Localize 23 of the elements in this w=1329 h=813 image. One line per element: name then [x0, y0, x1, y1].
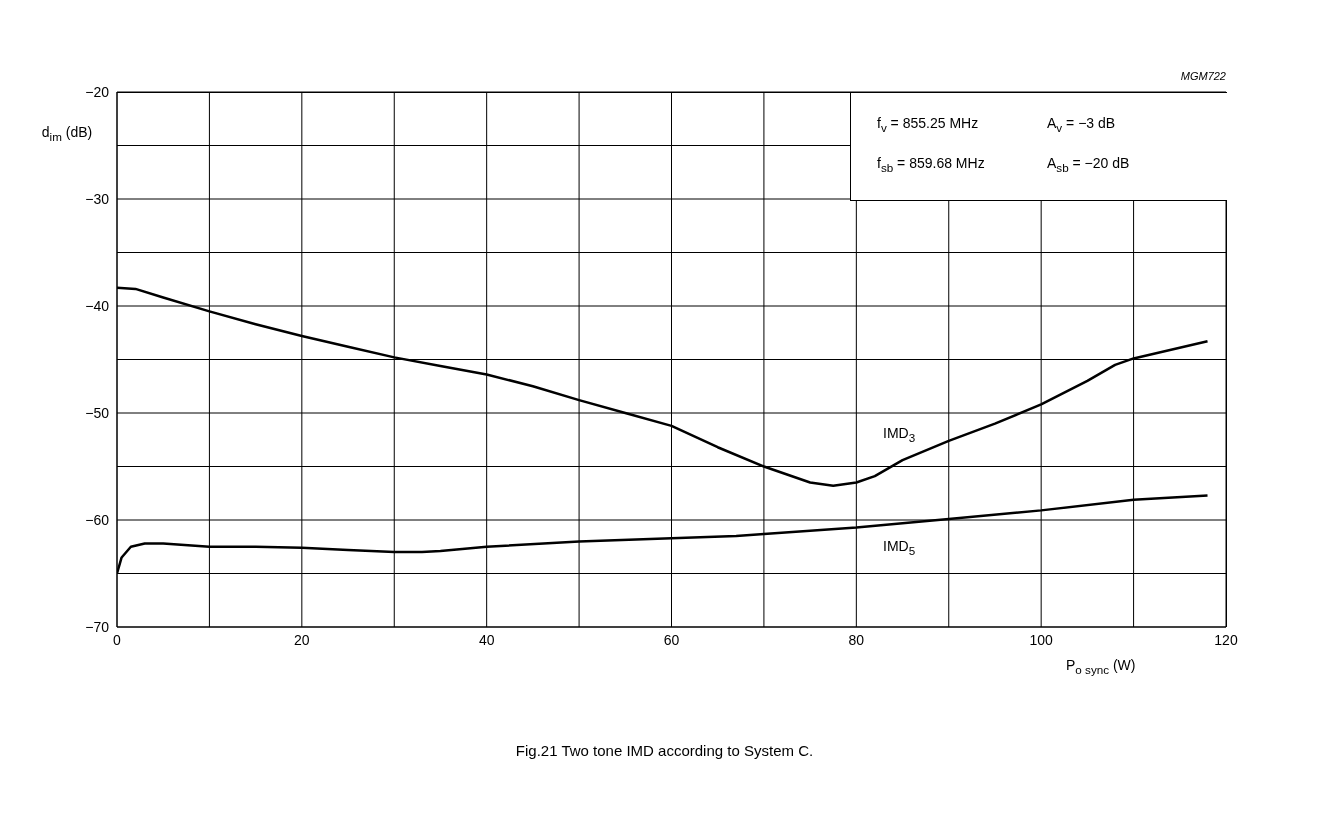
y-tick-label: −60: [85, 511, 110, 528]
annotation: f$_{sb}$ = 859.68 MHz: [877, 155, 985, 174]
x-tick-label: 60: [663, 631, 680, 648]
annotation: A$_{v}$ = −3 dB: [1047, 115, 1116, 134]
x-tick-label: 100: [1029, 631, 1054, 648]
x-tick-label: 120: [1214, 631, 1238, 648]
x-tick-label: 40: [478, 631, 495, 648]
annotation: IMD$_{3}$: [881, 425, 918, 446]
y-tick-label: −40: [85, 297, 110, 314]
y-tick-label: −30: [85, 190, 110, 207]
x-tick-label: 0: [113, 631, 122, 648]
annotation: A$_{sb}$ = −20 dB: [1047, 155, 1130, 174]
text: MGM722: [1180, 70, 1226, 82]
x-tick-label: 20: [294, 631, 310, 648]
y-tick-label: −50: [85, 404, 110, 421]
x-tick-label: 80: [848, 631, 865, 648]
text: Fig.21 Two tone IMD according to System C.: [514, 742, 815, 759]
y-axis-title: d$_{im}$ (dB): [40, 123, 94, 145]
y-tick-label: −70: [85, 618, 110, 635]
annotation: IMD$_{5}$: [881, 538, 918, 559]
x-axis-title: P$_{o sync}$ (W): [1066, 657, 1136, 676]
y-tick-label: −20: [85, 83, 110, 100]
annotation: f$_{v}$ = 855.25 MHz: [877, 115, 979, 134]
